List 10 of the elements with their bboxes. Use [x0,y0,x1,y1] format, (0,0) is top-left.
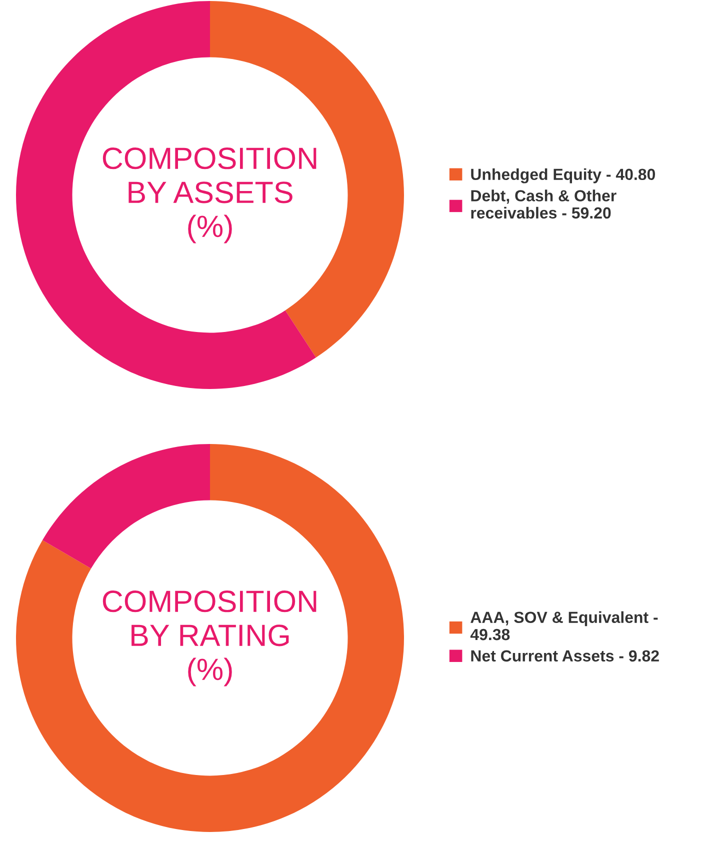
donut-slice [16,1,316,389]
data-label: 49.38 [470,628,510,640]
donut-slice [16,444,404,832]
legend-label: Net Current Assets - 9.82 [471,650,659,662]
legend-label: Unhedged Equity - 40.80 [471,168,656,184]
legend-label: AAA, SOV & Equivalent - [470,611,658,626]
text: COMPOSITION BY RATING (%) [102,590,316,686]
donut-slice [42,444,210,569]
legend-label: Debt, Cash & Other receivables - 59.20 [471,190,616,219]
text: COMPOSITION BY ASSETS (%) [102,148,316,244]
